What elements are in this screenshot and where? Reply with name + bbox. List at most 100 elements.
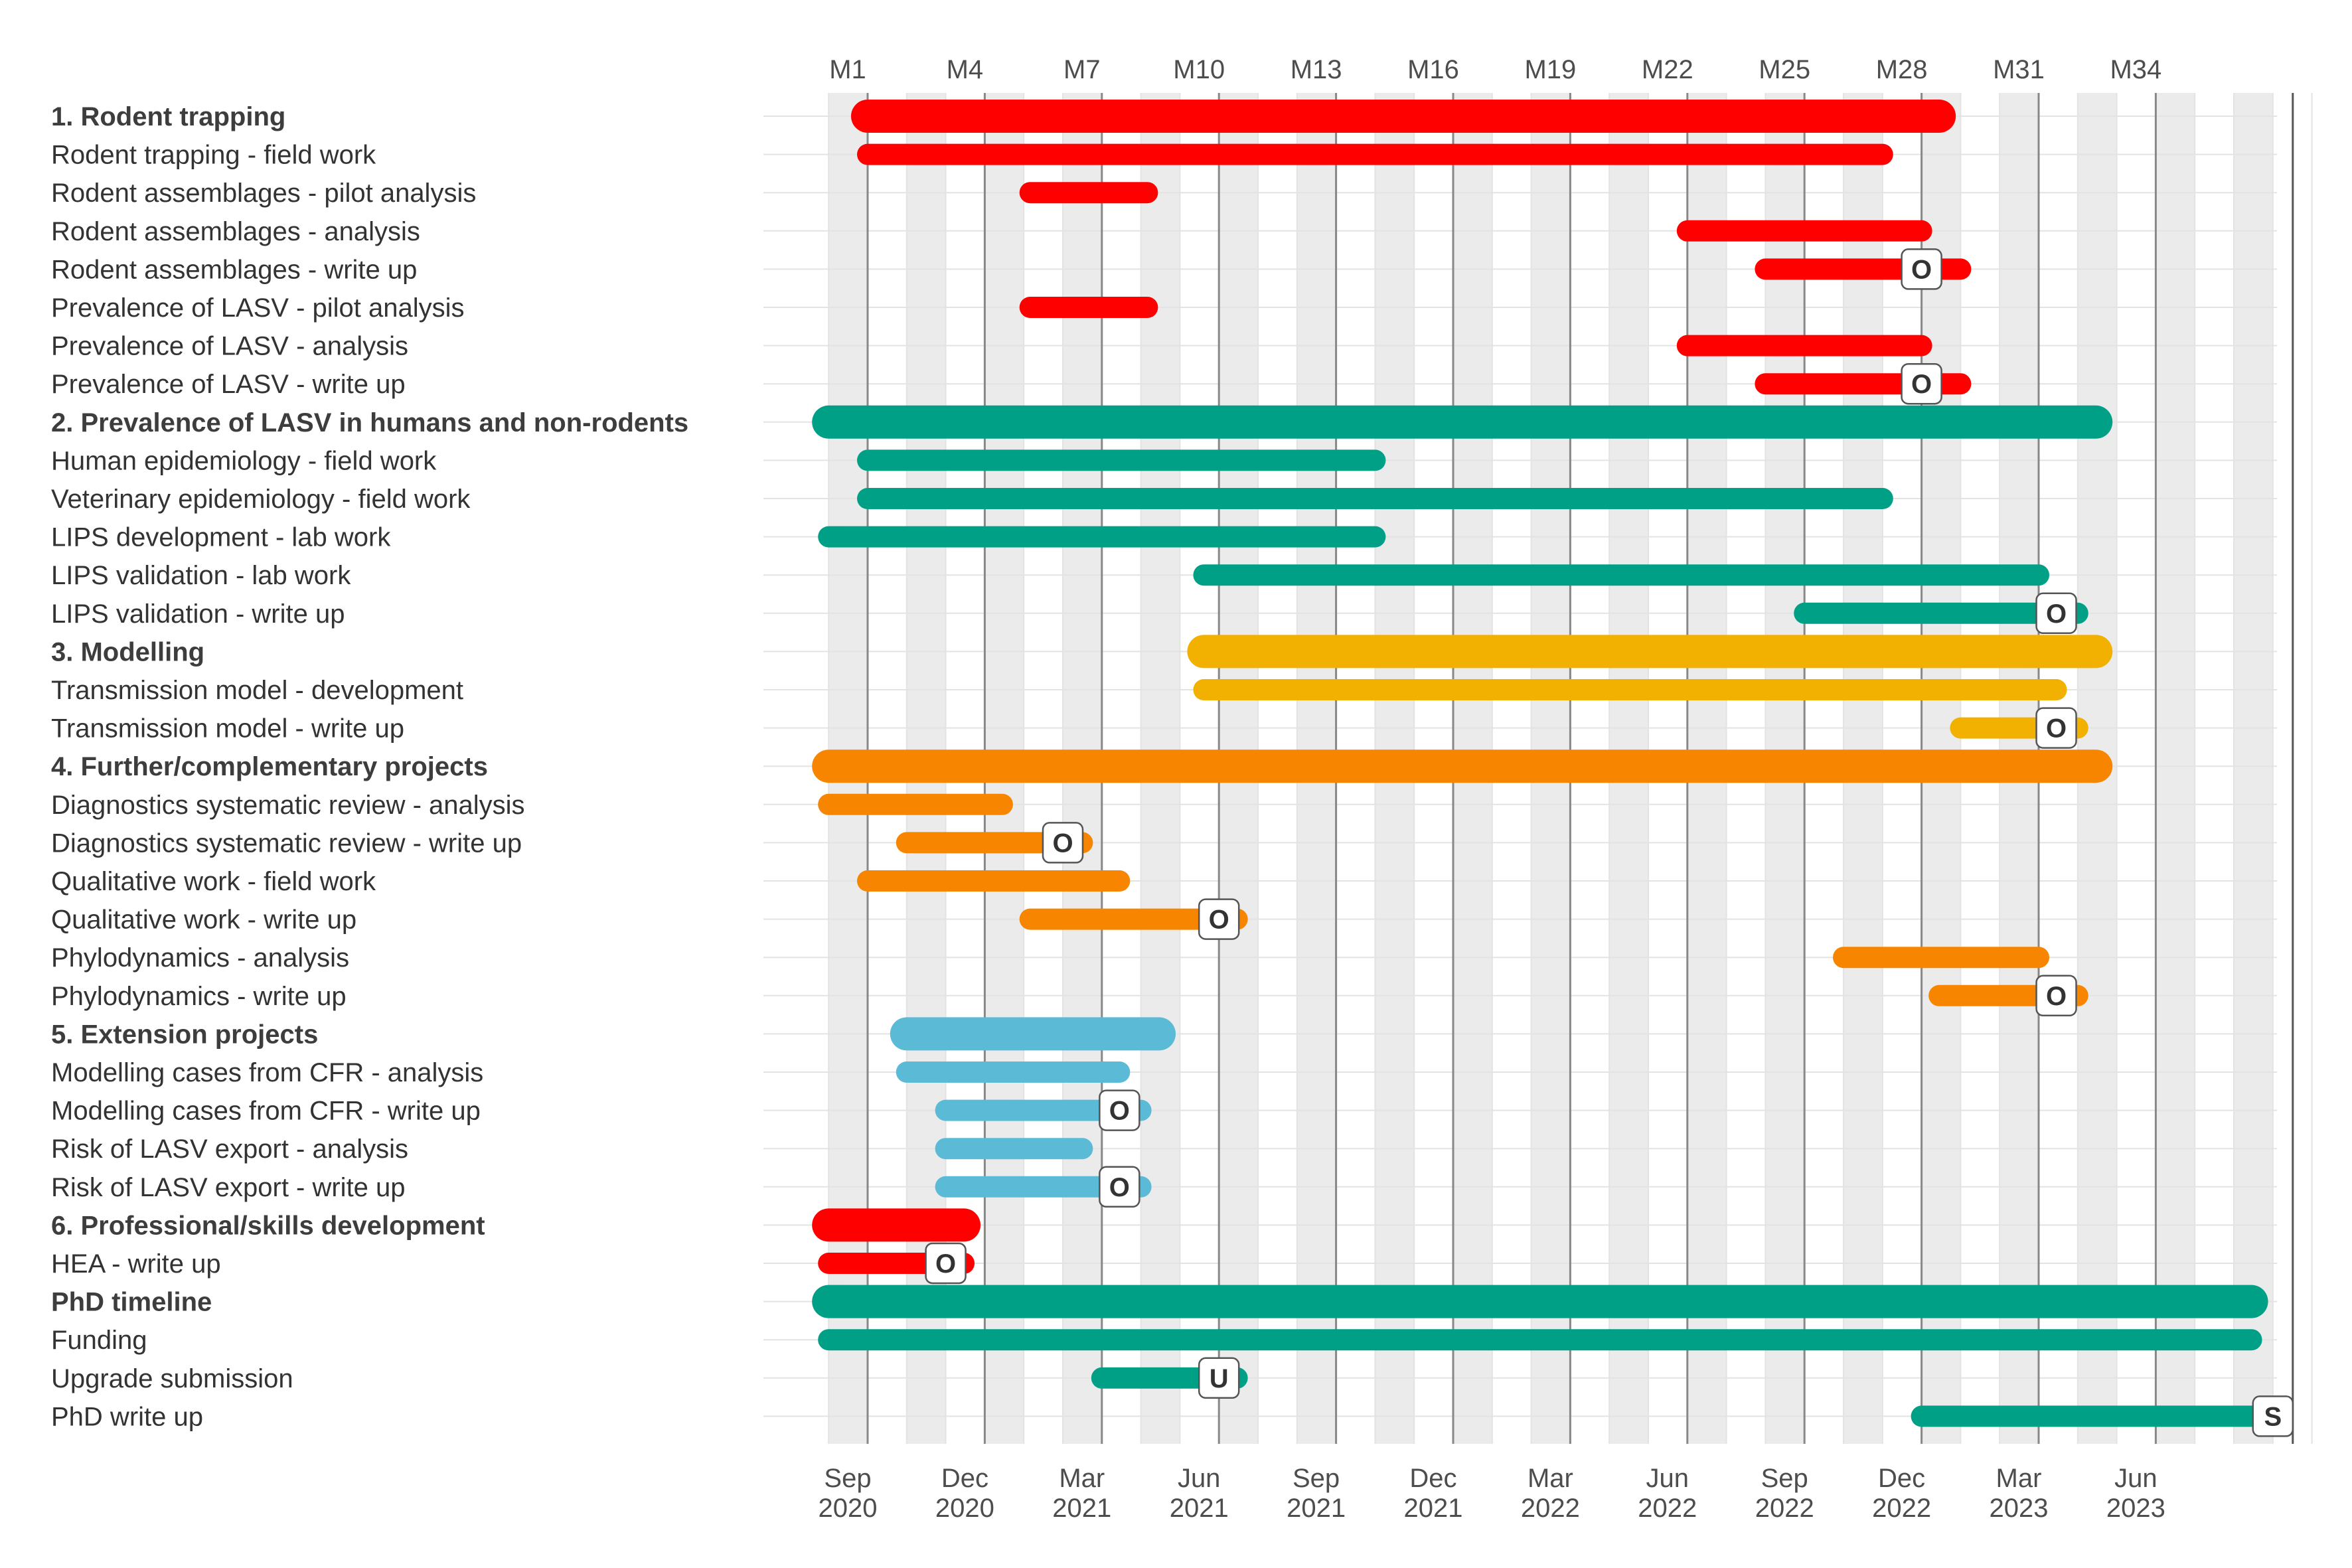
milestone-marker: U — [1198, 1357, 1240, 1399]
milestone-label: O — [1052, 828, 1073, 858]
top-tick-label: M25 — [1759, 55, 1810, 84]
milestones: O O O O O O O O O O U S — [925, 248, 2294, 1437]
milestone-label: O — [2046, 714, 2067, 744]
bottom-tick-month-label: Sep — [1761, 1464, 1808, 1493]
row-label: Veterinary epidemiology - field work — [51, 485, 471, 514]
milestone-marker: O — [2035, 592, 2077, 635]
milestone-label: O — [1911, 370, 1932, 399]
row-heading-label: 6. Professional/skills development — [51, 1211, 485, 1240]
bottom-tick-month-label: Jun — [1178, 1464, 1221, 1493]
row-labels: 1. Rodent trapping Rodent trapping - fiel… — [51, 102, 688, 1431]
row-heading-label: 5. Extension projects — [51, 1020, 318, 1049]
row-label: Human epidemiology - field work — [51, 446, 437, 475]
row-heading-label: 1. Rodent trapping — [51, 102, 285, 131]
top-tick-label: M7 — [1063, 55, 1101, 84]
bottom-tick-month-label: Mar — [1996, 1464, 2042, 1493]
row-label: LIPS validation - write up — [51, 599, 345, 629]
row-label: Upgrade submission — [51, 1364, 293, 1393]
bottom-tick-month-label: Dec — [941, 1464, 988, 1493]
row-label: Qualitative work - write up — [51, 905, 356, 935]
row-label: Modelling cases from CFR - write up — [51, 1097, 481, 1126]
shaded-band — [2156, 93, 2195, 1444]
milestone-box — [2252, 1395, 2294, 1437]
bottom-tick-month-label: Sep — [824, 1464, 871, 1493]
row-label: HEA - write up — [51, 1249, 221, 1279]
milestone-marker: O — [925, 1242, 967, 1285]
task-bars — [812, 100, 2284, 1427]
bottom-tick-year-label: 2021 — [1404, 1494, 1463, 1523]
bottom-tick-year-label: 2022 — [1755, 1494, 1814, 1523]
row-label: Rodent assemblages - pilot analysis — [51, 179, 476, 208]
bottom-tick-month-label: Dec — [1409, 1464, 1456, 1493]
bottom-tick-month-label: Jun — [1646, 1464, 1689, 1493]
bottom-tick-year-label: 2022 — [1872, 1494, 1931, 1523]
bottom-tick-year-label: 2022 — [1638, 1494, 1697, 1523]
milestone-box — [1099, 1089, 1140, 1131]
bottom-tick-month-label: Jun — [2114, 1464, 2157, 1493]
milestone-label: U — [1210, 1364, 1229, 1393]
row-label: PhD write up — [51, 1402, 203, 1431]
milestone-label: S — [2264, 1402, 2282, 1431]
bottom-tick-year-label: 2023 — [2106, 1494, 2165, 1523]
row-label: Qualitative work - field work — [51, 867, 376, 896]
bottom-tick-month-label: Mar — [1528, 1464, 1573, 1493]
milestone-label: O — [1209, 905, 1229, 935]
top-tick-label: M10 — [1173, 55, 1225, 84]
row-label: Diagnostics systematic review - analysis — [51, 791, 525, 820]
milestone-marker: O — [2035, 975, 2077, 1017]
milestone-marker: O — [1042, 822, 1084, 864]
top-tick-label: M19 — [1524, 55, 1576, 84]
row-label: Modelling cases from CFR - analysis — [51, 1058, 483, 1087]
row-label: LIPS validation - lab work — [51, 561, 351, 590]
bottom-tick-year-label: 2020 — [935, 1494, 994, 1523]
milestone-box — [2035, 975, 2077, 1017]
milestone-box — [1198, 898, 1240, 940]
milestone-label: O — [935, 1249, 956, 1279]
bottom-tick-year-label: 2022 — [1521, 1494, 1580, 1523]
row-label: Funding — [51, 1326, 147, 1355]
milestone-box — [925, 1242, 967, 1285]
top-tick-label: M34 — [2110, 55, 2161, 84]
row-heading-label: 4. Further/complementary projects — [51, 752, 488, 781]
milestone-label: O — [1911, 255, 1932, 284]
row-heading-label: 3. Modelling — [51, 637, 204, 666]
top-tick-label: M16 — [1407, 55, 1459, 84]
top-tick-label: M31 — [1993, 55, 2045, 84]
milestone-box — [1901, 362, 1942, 405]
row-label: Diagnostics systematic review - write up — [51, 828, 522, 858]
top-tick-label: M22 — [1642, 55, 1693, 84]
row-label: Risk of LASV export - write up — [51, 1173, 406, 1202]
milestone-marker: S — [2252, 1395, 2294, 1437]
top-tick-label: M28 — [1876, 55, 1928, 84]
milestone-box — [2035, 707, 2077, 749]
milestone-label: O — [2046, 982, 2067, 1011]
milestone-marker: O — [2035, 707, 2077, 749]
row-heading-label: PhD timeline — [51, 1288, 212, 1317]
row-label: Transmission model - development — [51, 676, 463, 705]
milestone-marker: O — [1099, 1166, 1140, 1208]
row-label: Transmission model - write up — [51, 714, 404, 744]
milestone-label: O — [2046, 599, 2067, 629]
row-label: Rodent assemblages - write up — [51, 255, 417, 284]
bottom-tick-month-label: Dec — [1878, 1464, 1925, 1493]
top-axis: M1 M4 M7 M10 M13 M16 M19 M22 M25 M28 M31 M34 — [829, 55, 2161, 84]
milestone-marker: O — [1198, 898, 1240, 940]
row-label: Prevalence of LASV - analysis — [51, 332, 408, 361]
row-label: Rodent trapping - field work — [51, 141, 376, 170]
milestone-box — [1901, 248, 1942, 290]
top-tick-label: M1 — [829, 55, 866, 84]
milestone-box — [1099, 1166, 1140, 1208]
bottom-tick-month-label: Mar — [1059, 1464, 1105, 1493]
row-label: Phylodynamics - write up — [51, 982, 347, 1011]
bottom-tick-year-label: 2021 — [1052, 1494, 1111, 1523]
row-heading-label: 2. Prevalence of LASV in humans and non-… — [51, 408, 688, 437]
row-label: Prevalence of LASV - write up — [51, 370, 406, 399]
milestone-box — [1198, 1357, 1240, 1399]
bottom-axis: Sep2020Dec2020Mar2021Jun2021Sep2021Dec20… — [819, 1464, 2165, 1523]
milestone-box — [2035, 592, 2077, 635]
top-tick-label: M4 — [947, 55, 984, 84]
bottom-tick-year-label: 2023 — [1990, 1494, 2049, 1523]
milestone-marker: O — [1901, 248, 1942, 290]
